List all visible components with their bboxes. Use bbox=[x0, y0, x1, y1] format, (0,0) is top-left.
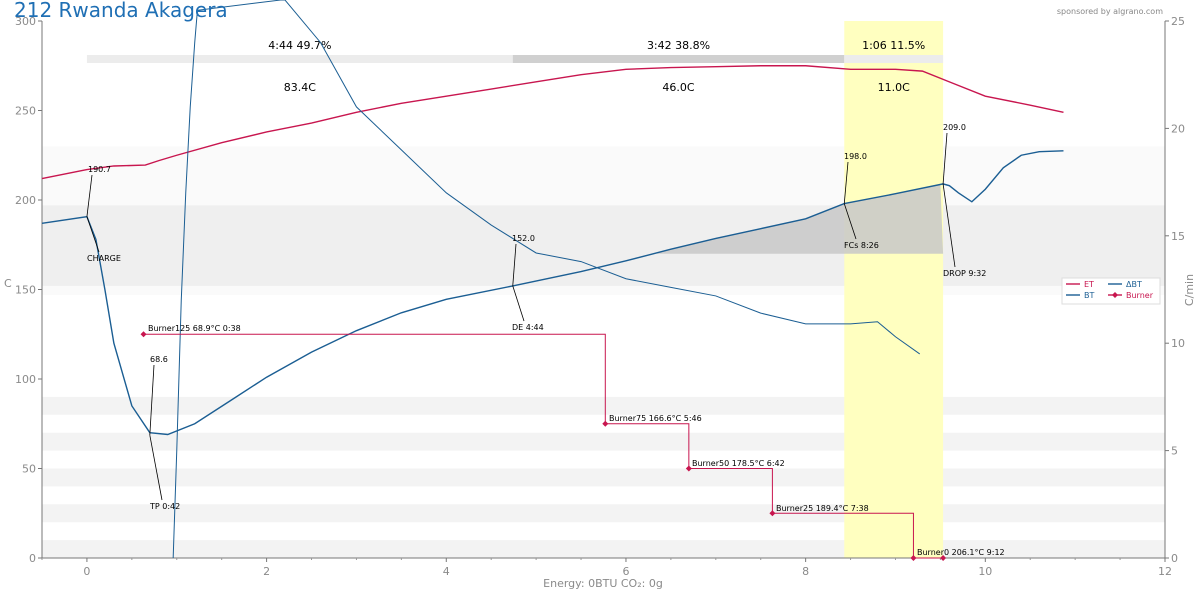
development-area bbox=[657, 184, 944, 254]
legend-marker bbox=[1112, 292, 1118, 298]
annotation-connector bbox=[843, 161, 849, 204]
energy-footer: Energy: 0BTU CO₂: 0g bbox=[543, 577, 663, 590]
bg-band-4 bbox=[42, 468, 1165, 487]
bg-band-3 bbox=[42, 432, 1165, 451]
y2-tick-label: 20 bbox=[1171, 122, 1185, 135]
annotation-label: FCs 8:26 bbox=[844, 241, 879, 250]
burner-line bbox=[143, 333, 944, 559]
annotation-connector bbox=[149, 435, 163, 501]
fc-band bbox=[844, 21, 944, 558]
annotation-connector bbox=[512, 285, 525, 322]
first-crack-band bbox=[844, 21, 944, 558]
annotation-connector bbox=[86, 174, 93, 217]
sponsor-text: sponsored by algrano.com bbox=[1057, 7, 1163, 16]
burner-marker bbox=[769, 510, 776, 517]
legend-item-1: BT bbox=[1084, 291, 1094, 300]
annotation-connector bbox=[942, 132, 948, 184]
y2-axis-label: C/min bbox=[1183, 274, 1196, 306]
annotation-connector bbox=[843, 203, 857, 240]
legend-item-0: ET bbox=[1084, 280, 1094, 289]
event-annotations: 190.7 CHARGE 68.6 TP 0:42 152.0 DE 4:44 198.0 F… bbox=[86, 123, 1005, 557]
annotation-connector bbox=[942, 183, 956, 268]
y-tick-label: 100 bbox=[15, 373, 36, 386]
y-axis-label: C bbox=[4, 277, 12, 290]
annotation-value: 190.7 bbox=[88, 165, 111, 174]
y-tick-label: 150 bbox=[15, 284, 36, 297]
annotation-value: 152.0 bbox=[512, 234, 535, 243]
series-lines bbox=[41, 0, 1064, 561]
annotation-connector bbox=[512, 243, 517, 286]
x-tick-label: 12 bbox=[1158, 565, 1172, 578]
burner-marker bbox=[140, 331, 147, 338]
y-tick-label: 200 bbox=[15, 194, 36, 207]
y2-tick-label: 25 bbox=[1171, 15, 1185, 28]
annotation-value: 68.6 bbox=[150, 355, 168, 364]
legend: ET BT ΔBT Burner bbox=[1061, 277, 1161, 305]
bg-band-2 bbox=[42, 396, 1165, 415]
annotation-label: DE 4:44 bbox=[512, 323, 544, 332]
phase-delta-label-0: 83.4C bbox=[284, 81, 316, 94]
phase-time-label-0: 4:44 49.7% bbox=[268, 39, 331, 52]
annotation-label: TP 0:42 bbox=[149, 502, 180, 511]
bg-band-5 bbox=[42, 504, 1165, 523]
annotation-connector bbox=[86, 216, 100, 253]
annotation-value: 209.0 bbox=[943, 123, 966, 132]
burner-event-label: Burner25 189.4°C 7:38 bbox=[776, 504, 869, 513]
x-tick-label: 10 bbox=[978, 565, 992, 578]
burner-event-label: Burner0 206.1°C 9:12 bbox=[917, 548, 1005, 557]
phase-bar-1 bbox=[512, 55, 845, 63]
development-area-shape bbox=[657, 184, 944, 254]
burner-event-label: Burner125 68.9°C 0:38 bbox=[148, 324, 241, 333]
phase-delta-label-1: 46.0C bbox=[662, 81, 694, 94]
burner-marker bbox=[685, 465, 692, 472]
annotation-connector bbox=[149, 364, 155, 436]
phase-bar-2 bbox=[844, 55, 944, 63]
legend-box bbox=[1061, 277, 1161, 305]
burner-marker bbox=[910, 555, 917, 561]
x-tick-label: 4 bbox=[443, 565, 450, 578]
phase-time-label-1: 3:42 38.8% bbox=[647, 39, 710, 52]
x-tick-label: 6 bbox=[622, 565, 629, 578]
delta-bt-line bbox=[172, 0, 921, 559]
x-tick-label: 2 bbox=[263, 565, 270, 578]
annotation-label: DROP 9:32 bbox=[943, 269, 986, 278]
bt-line bbox=[41, 150, 1064, 436]
annotation-value: 198.0 bbox=[844, 152, 867, 161]
y2-tick-label: 0 bbox=[1171, 552, 1178, 565]
annotation-label: CHARGE bbox=[87, 254, 121, 263]
y2-tick-label: 15 bbox=[1171, 230, 1185, 243]
y-tick-label: 300 bbox=[15, 15, 36, 28]
x-tick-label: 8 bbox=[802, 565, 809, 578]
bg-band-1 bbox=[42, 205, 1165, 286]
chart-title: 212 Rwanda Akagera bbox=[14, 0, 228, 22]
x-tick-label: 0 bbox=[83, 565, 90, 578]
y-tick-label: 50 bbox=[22, 463, 36, 476]
phase-delta-label-2: 11.0C bbox=[878, 81, 910, 94]
phase-time-label-2: 1:06 11.5% bbox=[862, 39, 925, 52]
burner-event-label: Burner50 178.5°C 6:42 bbox=[692, 459, 785, 468]
burner-event-label: Burner75 166.6°C 5:46 bbox=[609, 414, 702, 423]
background-bands bbox=[42, 146, 1165, 558]
y-tick-label: 0 bbox=[29, 552, 36, 565]
phase-bar-0 bbox=[86, 55, 513, 63]
burner-marker bbox=[602, 420, 609, 427]
et-line bbox=[41, 65, 1064, 180]
burner-marker bbox=[940, 555, 947, 561]
y-tick-label: 250 bbox=[15, 105, 36, 118]
phase-bars: 4:44 49.7% 83.4C 3:42 38.8% 46.0C 1:06 11.5%… bbox=[86, 39, 944, 94]
y2-tick-label: 10 bbox=[1171, 337, 1185, 350]
legend-item-3: Burner bbox=[1126, 291, 1154, 300]
y2-tick-label: 5 bbox=[1171, 445, 1178, 458]
legend-item-2: ΔBT bbox=[1126, 280, 1142, 289]
